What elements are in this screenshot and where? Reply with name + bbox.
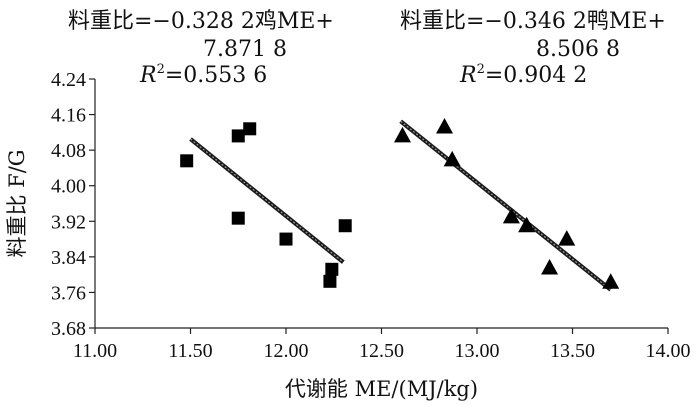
triangle-marker — [443, 150, 461, 167]
y-tick-label: 3.84 — [51, 247, 86, 269]
y-tick-label: 4.24 — [51, 69, 86, 91]
y-tick-label: 4.08 — [51, 140, 86, 162]
triangle-marker — [602, 273, 620, 289]
equation-duck-line1: 料重比=−0.346 2鸭ME+ — [400, 9, 666, 34]
r2-chicken: R2=0.553 6 — [139, 62, 267, 88]
y-tick-label: 3.68 — [51, 318, 86, 340]
triangle-marker — [394, 126, 412, 143]
x-tick-label: 12.50 — [359, 340, 404, 362]
trendline-duck-dots — [400, 120, 612, 291]
x-tick-label: 11.00 — [73, 340, 117, 362]
equation-duck-line2: 8.506 8 — [536, 37, 620, 62]
r2-duck-value: =0.904 2 — [485, 63, 587, 88]
y-tick-label: 4.00 — [51, 176, 86, 198]
trendlines — [189, 119, 613, 292]
square-marker — [231, 211, 245, 225]
x-axis-title: 代谢能 ME/(MJ/kg) — [285, 377, 478, 401]
annotation-chicken: 料重比=−0.328 2鸡ME+ 7.871 8 R2=0.553 6 — [68, 9, 334, 88]
r2-duck: R2=0.904 2 — [459, 62, 587, 88]
triangle-marker — [502, 207, 520, 224]
trendline-chicken-dots — [190, 138, 344, 263]
square-marker — [279, 232, 293, 246]
axes: 3.68 3.76 3.84 3.92 4.00 4.08 4.16 4.24 11.00 11.… — [51, 69, 691, 362]
data-markers — [180, 118, 620, 289]
triangle-marker — [436, 118, 454, 134]
y-tick-label: 4.16 — [51, 105, 86, 127]
y-tick-label: 3.76 — [51, 282, 86, 304]
triangle-marker — [541, 258, 559, 275]
square-marker — [243, 122, 257, 136]
square-marker — [323, 274, 337, 288]
triangle-marker — [518, 216, 536, 233]
x-tick-label: 13.50 — [550, 340, 595, 362]
y-tick-label: 3.92 — [51, 211, 86, 233]
square-marker — [338, 219, 352, 233]
x-tick-label: 14.00 — [646, 340, 691, 362]
square-marker — [325, 262, 339, 276]
r2-chicken-value: =0.553 6 — [165, 63, 267, 88]
annotation-duck: 料重比=−0.346 2鸭ME+ 8.506 8 R2=0.904 2 — [400, 9, 666, 88]
equation-chicken-line1: 料重比=−0.328 2鸡ME+ — [68, 9, 334, 34]
square-marker — [180, 154, 194, 168]
x-tick-label: 12.00 — [264, 340, 309, 362]
x-tick-label: 13.00 — [455, 340, 500, 362]
x-tick-label: 11.50 — [168, 340, 212, 362]
equation-chicken-line2: 7.871 8 — [203, 37, 287, 62]
triangle-marker — [558, 230, 576, 246]
square-marker — [231, 129, 245, 143]
y-axis-title: 料重比 F/G — [5, 149, 29, 257]
